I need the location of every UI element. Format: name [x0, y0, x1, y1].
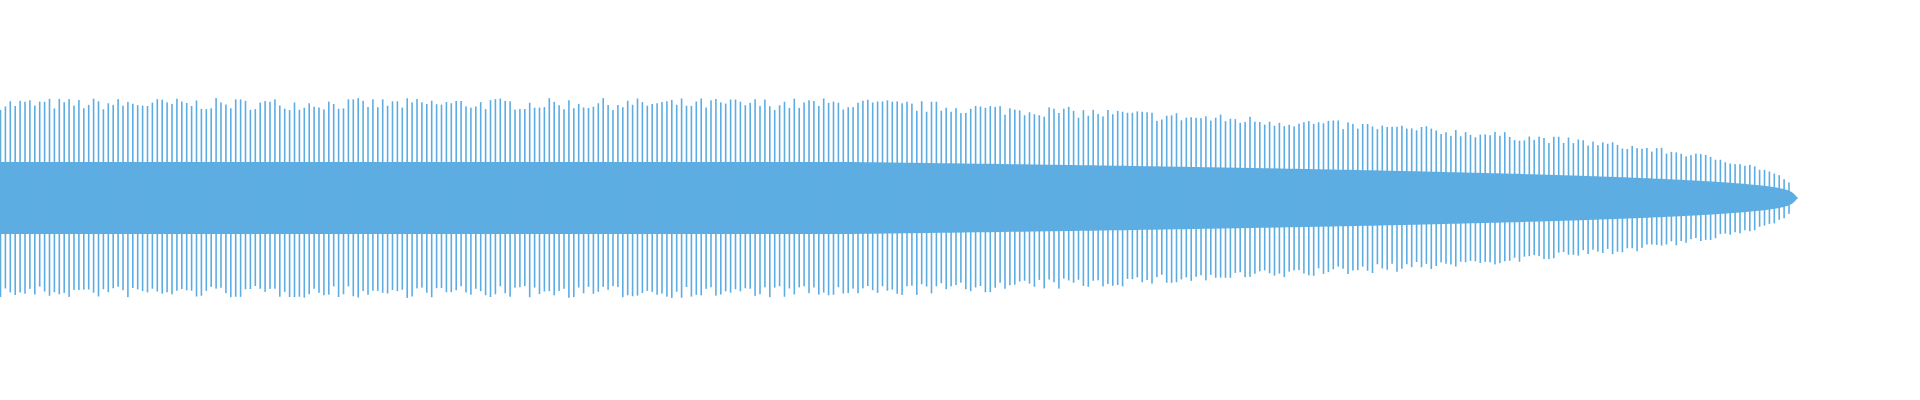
waveform-view	[0, 0, 1920, 400]
page: (() => { const svg = document.getElement…	[0, 0, 1920, 400]
